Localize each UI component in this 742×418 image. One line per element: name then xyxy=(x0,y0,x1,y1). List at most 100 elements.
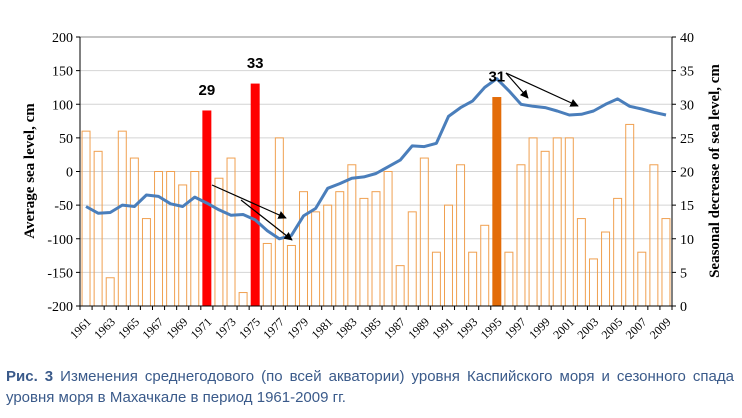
arrow-1995-to-1997 xyxy=(505,72,529,99)
line-series xyxy=(85,77,667,241)
x-tick-label: 2007 xyxy=(623,315,650,342)
left-tick-label: -100 xyxy=(47,233,73,248)
bar-1980 xyxy=(311,211,321,307)
bar-1992 xyxy=(456,164,466,307)
bar-1965 xyxy=(129,157,139,307)
bar-1964 xyxy=(117,130,127,307)
right-tick-label: 15 xyxy=(680,199,694,214)
bar-1987 xyxy=(395,265,405,307)
bar-2004 xyxy=(601,231,611,307)
x-tick-label: 1967 xyxy=(139,315,166,342)
right-tick-label: 40 xyxy=(680,31,694,46)
bar-1974 xyxy=(238,292,248,307)
x-tick-label: 1987 xyxy=(381,315,408,342)
x-tick-label: 1971 xyxy=(188,315,215,342)
x-tick-label: 1979 xyxy=(284,315,311,342)
right-tick-label: 10 xyxy=(680,233,694,248)
bar-1993 xyxy=(468,251,478,307)
x-tick-label: 1989 xyxy=(405,315,432,342)
bar-1997 xyxy=(516,164,526,307)
bar-label-1971: 29 xyxy=(199,82,216,99)
bar-1973 xyxy=(226,157,236,307)
left-axis-ticks: -200 -150 -100 -50 0 50 100 150 200 xyxy=(47,31,80,315)
bar-1962 xyxy=(93,150,103,307)
x-tick-label: 1961 xyxy=(67,315,94,342)
bar-label-1975: 33 xyxy=(247,55,264,72)
caption-text: Изменения среднегодового (по всей аквато… xyxy=(6,368,734,406)
x-tick-label: 1973 xyxy=(212,315,239,342)
x-tick-label: 1999 xyxy=(526,315,553,342)
bar-1978 xyxy=(286,244,296,307)
right-axis-label: Seasonal decrease of sea level, cm xyxy=(707,64,723,278)
right-tick-label: 20 xyxy=(680,166,694,181)
x-tick-label: 2001 xyxy=(550,315,577,342)
bar-1991 xyxy=(444,204,453,307)
bar-2009 xyxy=(661,218,671,307)
bar-1963 xyxy=(105,277,115,307)
bar-1979 xyxy=(299,191,308,307)
bar-1995 xyxy=(492,97,502,307)
x-tick-label: 1985 xyxy=(357,315,384,342)
bar-2002 xyxy=(576,218,586,307)
bar-2001 xyxy=(564,137,574,307)
arrow-1975-to-1978 xyxy=(240,199,293,241)
bar-2007 xyxy=(637,251,647,307)
bar-2005 xyxy=(613,197,623,307)
bar-1976 xyxy=(262,242,272,307)
bar-1990 xyxy=(431,251,441,307)
bar-1966 xyxy=(141,218,151,307)
x-tick-label: 1995 xyxy=(478,315,505,342)
x-tick-label: 1977 xyxy=(260,315,287,342)
x-tick-label: 2009 xyxy=(647,315,674,342)
right-tick-label: 35 xyxy=(680,65,694,80)
x-tick-label: 2003 xyxy=(574,315,601,342)
average-sea-level-line xyxy=(85,77,667,241)
arrow-1971-to-1978 xyxy=(211,184,287,219)
bar-value-labels: 29 33 31 xyxy=(199,55,506,99)
x-tick-label: 1969 xyxy=(164,315,191,342)
x-tick-label: 2005 xyxy=(599,315,626,342)
arrow-1995-to-2001 xyxy=(505,72,579,107)
bar-1982 xyxy=(335,191,345,307)
x-tick-label: 1997 xyxy=(502,315,529,342)
bar-1984 xyxy=(359,197,369,307)
bar-1972 xyxy=(214,177,224,307)
left-tick-label: -200 xyxy=(47,300,73,315)
bar-label-1995: 31 xyxy=(488,69,505,86)
left-axis-label: Average sea level, cm xyxy=(22,103,38,239)
bar-2000 xyxy=(552,137,562,307)
bar-1988 xyxy=(407,211,417,307)
x-tick-label: 1993 xyxy=(454,315,481,342)
right-tick-label: 0 xyxy=(680,300,687,315)
right-tick-label: 30 xyxy=(680,98,694,113)
x-tick-label: 1965 xyxy=(115,315,142,342)
chart-area: -200 -150 -100 -50 0 50 100 150 200 0 5 10 15 20 25 30… xyxy=(22,31,723,342)
x-axis-ticks: 1961196319651967196919711973197519771979… xyxy=(67,306,674,342)
bar-1985 xyxy=(371,191,381,307)
bar-1975 xyxy=(250,83,260,307)
bar-1989 xyxy=(419,157,429,307)
x-tick-label: 1983 xyxy=(333,315,360,342)
x-tick-label: 1963 xyxy=(91,315,118,342)
left-tick-label: -150 xyxy=(47,266,73,281)
x-tick-label: 1981 xyxy=(309,315,336,342)
bar-2003 xyxy=(588,258,598,307)
left-tick-label: 200 xyxy=(52,31,73,46)
caption-lead: Рис. 3 xyxy=(6,368,54,385)
left-tick-label: 0 xyxy=(66,166,73,181)
bar-1998 xyxy=(528,137,538,307)
left-tick-label: -50 xyxy=(54,199,73,214)
bar-1999 xyxy=(540,150,550,307)
left-tick-label: 100 xyxy=(52,98,73,113)
right-axis-ticks: 0 5 10 15 20 25 30 35 40 xyxy=(672,31,694,315)
x-tick-label: 1975 xyxy=(236,315,263,342)
bar-1994 xyxy=(480,224,490,307)
left-tick-label: 50 xyxy=(59,132,73,147)
bar-1971 xyxy=(202,110,212,307)
bar-2008 xyxy=(649,164,659,307)
right-tick-label: 5 xyxy=(680,266,687,281)
right-tick-label: 25 xyxy=(680,132,694,147)
left-tick-label: 150 xyxy=(52,65,73,80)
bar-2006 xyxy=(625,123,635,307)
x-tick-label: 1991 xyxy=(429,315,456,342)
